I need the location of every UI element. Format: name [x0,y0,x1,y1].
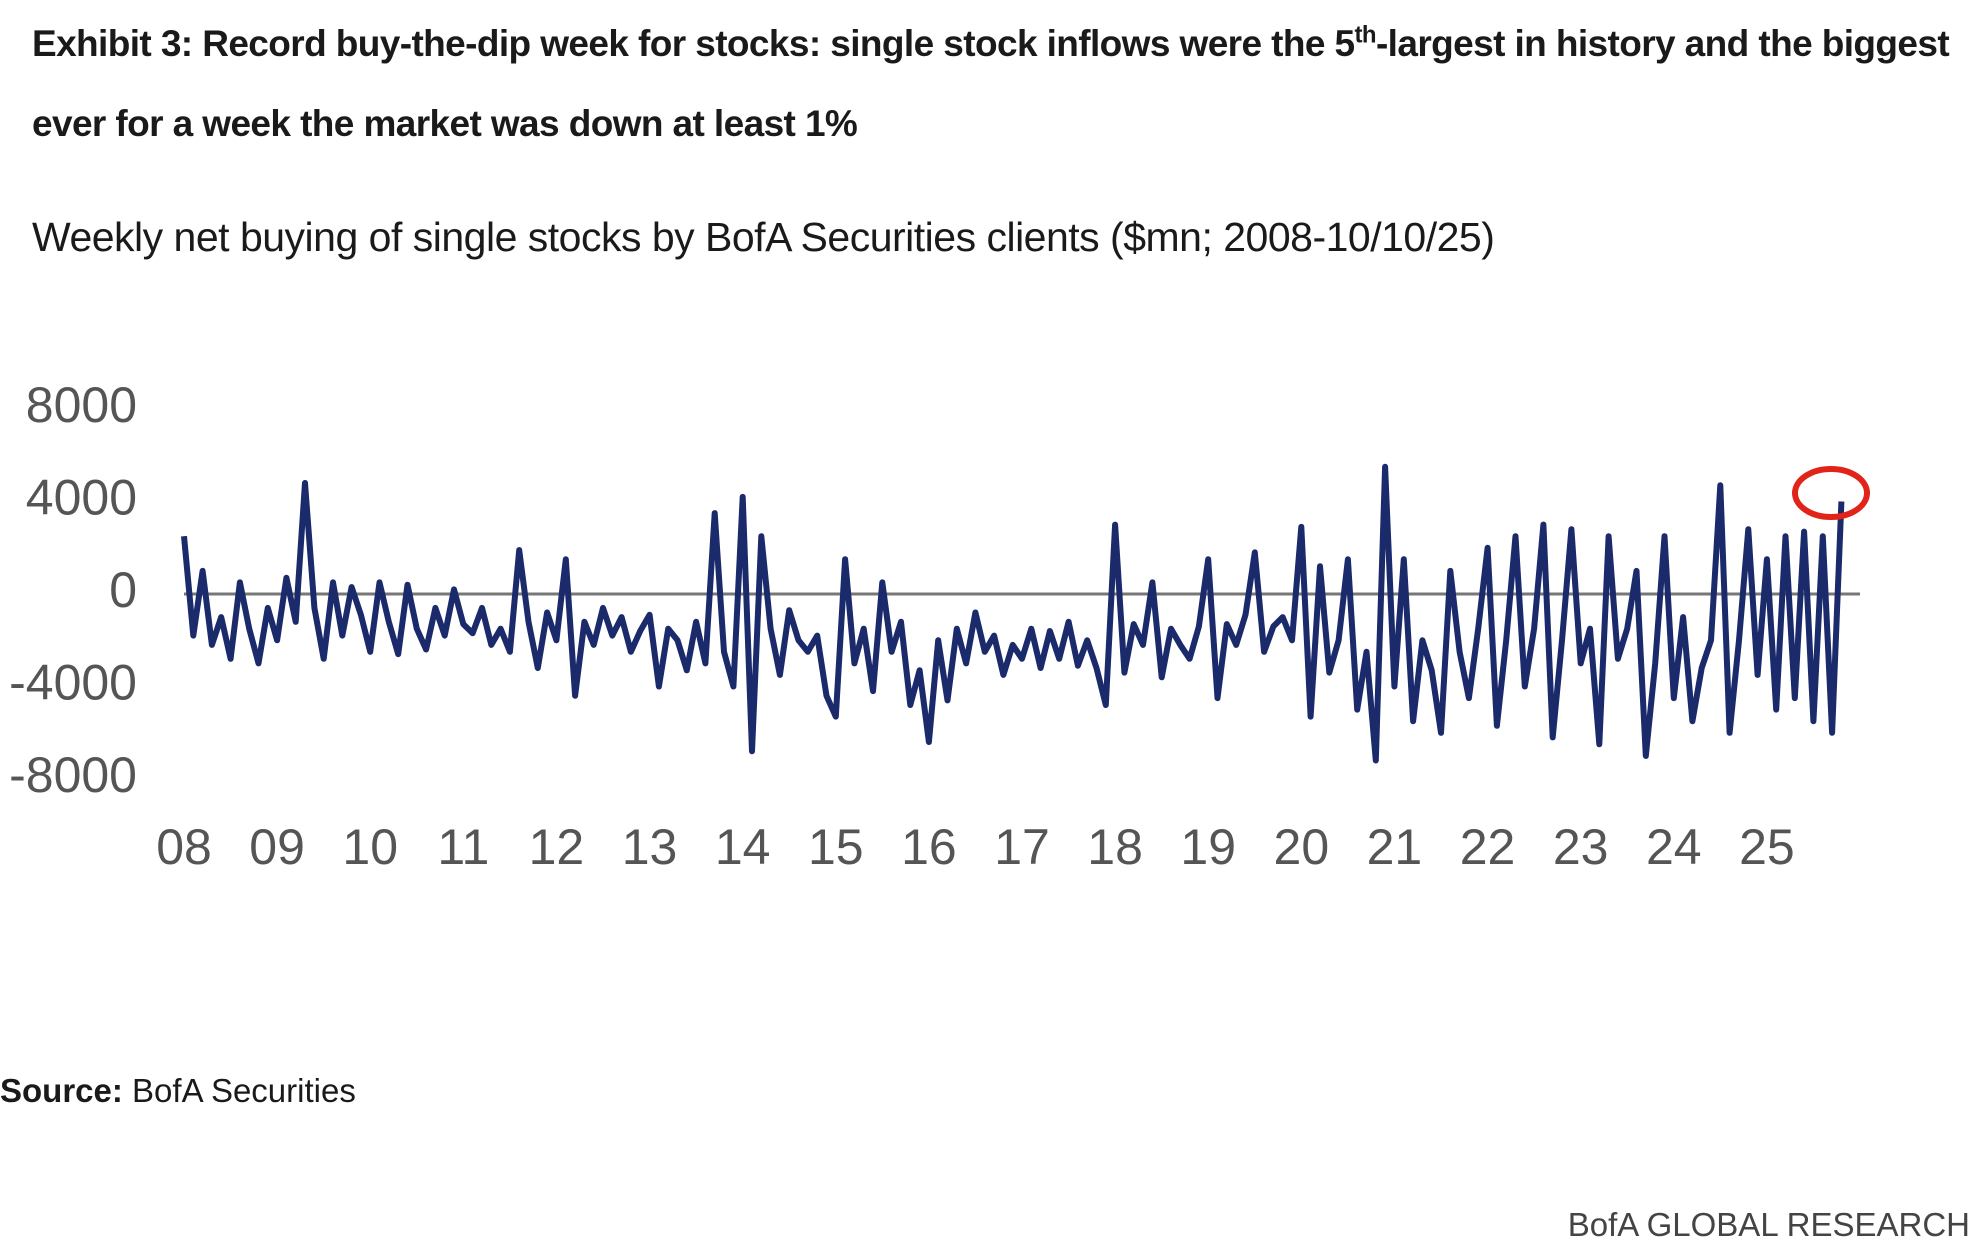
x-tick-label: 22 [1460,819,1516,875]
title-superscript: th [1354,21,1377,49]
highlight-circle [1792,466,1870,520]
chart: -8000 -4000 0 4000 8000 08 09 10 11 12 13 14 15 16 17 1… [9,377,1870,875]
x-tick-label: 20 [1274,819,1330,875]
y-tick-label: 0 [109,562,137,618]
x-tick-label: 10 [342,819,398,875]
source-text: BofA Securities [132,1072,356,1109]
chart-title: Exhibit 3: Record buy-the-dip week for s… [32,4,1972,164]
title-text: Exhibit 3: Record buy-the-dip week for s… [32,23,1355,64]
x-tick-label: 25 [1739,819,1795,875]
y-tick-label: -4000 [9,655,137,711]
x-tick-label: 14 [715,819,771,875]
x-tick-label: 09 [249,819,305,875]
chart-subtitle: Weekly net buying of single stocks by Bo… [32,214,1495,260]
x-tick-label: 16 [901,819,957,875]
y-tick-label: -8000 [9,747,137,803]
y-tick-label: 4000 [26,470,137,526]
x-tick-label: 24 [1646,819,1702,875]
x-tick-label: 11 [437,819,489,875]
x-tick-label: 13 [622,819,678,875]
source-label: Source: [0,1072,123,1109]
footer: BofA GLOBAL RESEARCH [1567,1206,1970,1243]
x-tick-label: 18 [1087,819,1143,875]
x-tick-label: 08 [156,819,212,875]
x-tick-label: 21 [1367,819,1423,875]
x-tick-label: 15 [808,819,864,875]
x-tick-label: 17 [994,819,1050,875]
x-tick-label: 19 [1180,819,1236,875]
source: Source: BofA Securities [0,1072,356,1110]
y-tick-label: 8000 [26,377,137,433]
x-tick-label: 12 [529,819,585,875]
data-line [181,463,1845,764]
x-tick-label: 23 [1553,819,1609,875]
title-text: -largest in history and the biggest ever… [32,23,1950,144]
